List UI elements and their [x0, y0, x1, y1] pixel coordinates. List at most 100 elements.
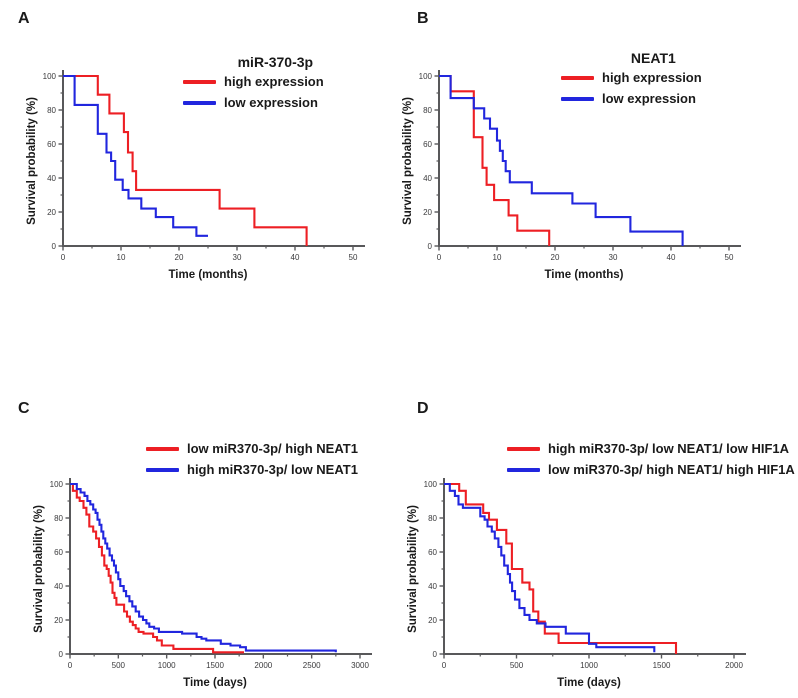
x-tick-label: 500 — [112, 661, 126, 670]
y-tick-label: 100 — [50, 480, 64, 489]
y-tick-label: 60 — [54, 548, 63, 557]
y-axis-label: Survival probability (%) — [26, 97, 38, 225]
legend-entry-1: high expression — [561, 70, 702, 85]
legend-line-swatch — [146, 468, 179, 473]
legend-A: miR-370-3p high expression low expression — [183, 54, 324, 118]
legend-B: NEAT1 high expression low expression — [561, 50, 702, 114]
legend-entry-2: low expression — [183, 95, 324, 110]
x-tick-label: 0 — [437, 253, 442, 262]
legend-entry-2: high miR370-3p/ low NEAT1 — [146, 462, 358, 478]
x-axis-label: Time (days) — [557, 677, 621, 689]
legend-entry-label: high miR370-3p/ low NEAT1/ low HIF1A — [548, 441, 790, 456]
x-tick-label: 10 — [493, 253, 502, 262]
x-tick-label: 50 — [725, 253, 734, 262]
y-tick-label: 20 — [54, 616, 63, 625]
legend-title-A: miR-370-3p — [237, 54, 314, 70]
legend-entry-1: low miR370-3p/ high NEAT1 — [146, 441, 358, 456]
x-tick-label: 0 — [68, 661, 73, 670]
y-axis-label: Survival probability (%) — [33, 505, 45, 633]
y-tick-label: 0 — [433, 650, 438, 659]
series-curve-2 — [439, 74, 684, 246]
y-tick-label: 60 — [428, 548, 437, 557]
x-tick-label: 0 — [61, 253, 66, 262]
y-tick-label: 0 — [428, 242, 433, 251]
y-tick-label: 40 — [423, 174, 432, 183]
panel-letter-C: C — [18, 400, 30, 417]
x-axis-label: Time (days) — [183, 677, 247, 689]
legend-entry-1: high expression — [183, 74, 324, 89]
legend-line-swatch — [183, 80, 216, 85]
y-tick-label: 100 — [43, 72, 57, 81]
y-tick-label: 60 — [423, 140, 432, 149]
legend-entry-2: low miR370-3p/ high NEAT1/ high HIF1A — [507, 462, 795, 478]
y-axis-ticks: 0 20 40 60 80 100 — [50, 480, 70, 659]
y-tick-label: 20 — [47, 208, 56, 217]
x-tick-label: 20 — [551, 253, 560, 262]
legend-entry-label: high miR370-3p/ low NEAT1 — [187, 462, 358, 478]
y-tick-label: 0 — [59, 650, 64, 659]
y-tick-label: 0 — [52, 242, 57, 251]
y-tick-label: 100 — [424, 480, 438, 489]
series-curve-1 — [63, 74, 308, 246]
panel-B: B NEAT1 high expression low expression 0 2… — [399, 0, 798, 350]
x-axis-ticks: 0 10 20 30 40 50 — [61, 246, 358, 262]
x-tick-label: 40 — [667, 253, 676, 262]
y-tick-label: 40 — [428, 582, 437, 591]
y-tick-label: 20 — [428, 616, 437, 625]
legend-D: high miR370-3p/ low NEAT1/ low HIF1A low … — [507, 441, 795, 485]
x-tick-label: 1500 — [653, 661, 671, 670]
y-tick-label: 100 — [419, 72, 433, 81]
series-curve-2 — [70, 482, 337, 653]
x-tick-label: 3000 — [351, 661, 369, 670]
y-tick-label: 60 — [47, 140, 56, 149]
x-tick-label: 1000 — [158, 661, 176, 670]
x-tick-label: 30 — [609, 253, 618, 262]
axes — [62, 70, 365, 247]
x-tick-label: 500 — [510, 661, 524, 670]
y-tick-label: 80 — [47, 106, 56, 115]
y-tick-label: 80 — [423, 106, 432, 115]
x-tick-label: 40 — [291, 253, 300, 262]
survival-chart-B: 0 20 40 60 80 100 0 10 20 30 40 50 Time (months) Surv… — [402, 70, 741, 281]
legend-entry-label: high expression — [602, 70, 702, 85]
x-tick-label: 0 — [442, 661, 447, 670]
legend-entry-label: high expression — [224, 74, 324, 89]
axes — [443, 478, 746, 655]
panel-A: A miR-370-3p high expression low expressi… — [0, 0, 399, 350]
y-axis-label: Survival probability (%) — [402, 97, 414, 225]
legend-C: low miR370-3p/ high NEAT1 high miR370-3p/… — [146, 441, 358, 485]
legend-line-swatch — [507, 447, 540, 452]
legend-line-swatch — [183, 101, 216, 106]
y-tick-label: 40 — [54, 582, 63, 591]
legend-line-swatch — [561, 76, 594, 81]
x-tick-label: 1500 — [206, 661, 224, 670]
y-axis-label: Survival probability (%) — [407, 505, 419, 633]
legend-entry-1: high miR370-3p/ low NEAT1/ low HIF1A — [507, 441, 795, 456]
x-axis-label: Time (months) — [168, 269, 247, 281]
legend-entry-label: low miR370-3p/ high NEAT1/ high HIF1A — [548, 462, 795, 478]
x-tick-label: 50 — [349, 253, 358, 262]
axes — [438, 70, 741, 247]
y-axis-ticks: 0 20 40 60 80 100 — [419, 72, 439, 251]
x-axis-label: Time (months) — [544, 269, 623, 281]
series-curve-2 — [444, 482, 656, 653]
panel-D: D high miR370-3p/ low NEAT1/ low HIF1A lo… — [399, 390, 798, 698]
x-axis-ticks: 0 500 1000 1500 2000 2500 3000 — [68, 654, 369, 670]
y-axis-ticks: 0 20 40 60 80 100 — [43, 72, 63, 251]
panel-C: C low miR370-3p/ high NEAT1 high miR370-3… — [0, 390, 399, 698]
series-curve-1 — [70, 482, 244, 654]
survival-chart-A: 0 20 40 60 80 100 0 10 20 30 40 50 Time (months) Surv… — [26, 70, 365, 281]
y-tick-label: 80 — [54, 514, 63, 523]
x-tick-label: 1000 — [580, 661, 598, 670]
series-curve-1 — [444, 482, 678, 654]
panel-letter-D: D — [417, 400, 429, 417]
x-tick-label: 2000 — [725, 661, 743, 670]
series-curve-2 — [63, 74, 208, 237]
y-tick-label: 80 — [428, 514, 437, 523]
legend-line-swatch — [507, 468, 540, 473]
y-tick-label: 40 — [47, 174, 56, 183]
legend-entry-label: low expression — [602, 91, 696, 107]
